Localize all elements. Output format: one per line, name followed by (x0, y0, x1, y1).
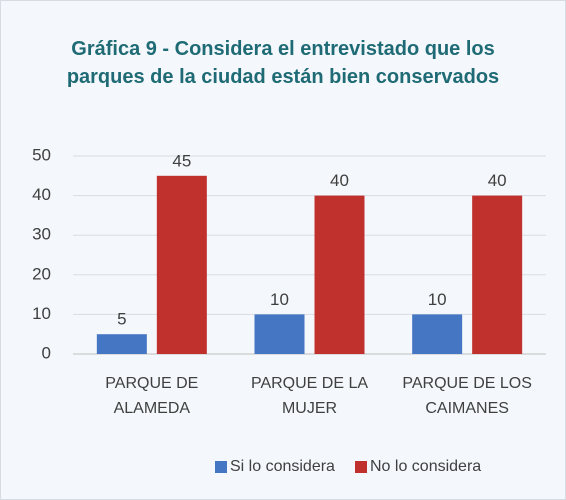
legend-swatch (215, 461, 227, 473)
data-label: 5 (117, 310, 126, 329)
x-tick-label: PARQUE DE LOS CAIMANES (402, 375, 532, 417)
legend-label: No lo considera (370, 458, 481, 475)
data-label: 45 (172, 151, 191, 170)
bar (96, 334, 147, 354)
legend-label: Si lo considera (230, 458, 335, 475)
bar (472, 195, 523, 354)
y-tick-label: 0 (42, 343, 51, 362)
legend-swatch (355, 461, 367, 473)
data-label: 10 (428, 290, 447, 309)
data-label: 40 (488, 171, 507, 190)
bar (412, 314, 463, 354)
x-tick-label: PARQUE DE ALAMEDA (105, 375, 199, 417)
data-label: 10 (270, 290, 289, 309)
y-tick-label: 30 (32, 225, 51, 244)
bar (156, 175, 207, 354)
y-tick-label: 40 (32, 185, 51, 204)
bar (254, 314, 305, 354)
bar (314, 195, 365, 354)
x-tick-label: PARQUE DE LA MUJER (250, 375, 369, 417)
y-tick-label: 50 (32, 145, 51, 164)
data-label: 40 (330, 171, 349, 190)
chart-title: Gráfica 9 - Considera el entrevistado qu… (66, 38, 500, 88)
y-tick-label: 10 (32, 304, 51, 323)
y-tick-label: 20 (32, 264, 51, 283)
